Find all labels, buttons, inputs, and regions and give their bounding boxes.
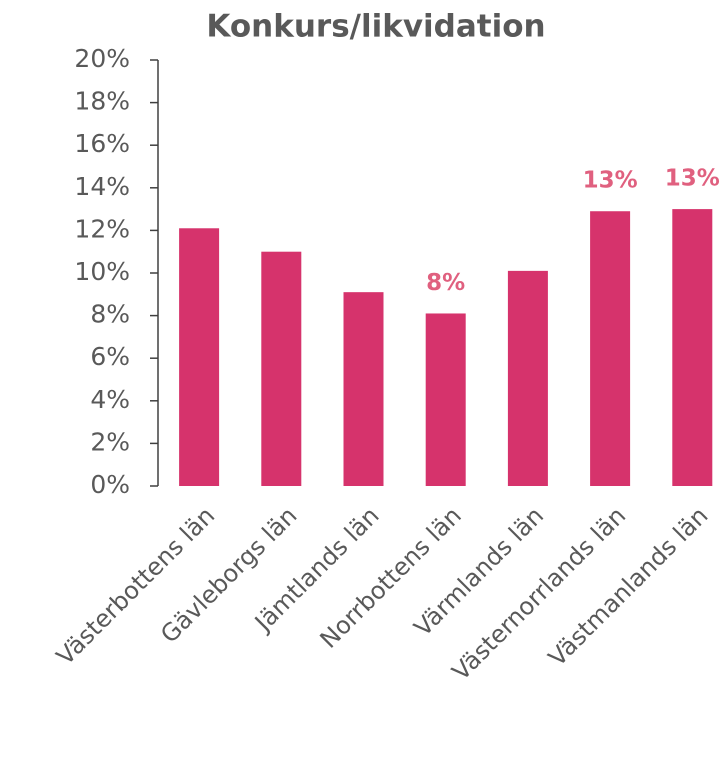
y-tick-label: 18% xyxy=(74,87,130,116)
bar xyxy=(672,209,713,486)
y-tick-label: 8% xyxy=(90,300,130,329)
value-label: 8% xyxy=(426,270,465,296)
bar xyxy=(343,292,384,486)
y-tick-label: 14% xyxy=(74,172,130,201)
y-tick-label: 6% xyxy=(90,342,130,371)
y-tick-label: 16% xyxy=(74,129,130,158)
y-tick-label: 2% xyxy=(90,427,130,456)
bar xyxy=(507,270,548,486)
y-tick-label: 0% xyxy=(90,470,130,499)
bar xyxy=(590,211,631,487)
x-tick-label: Norrbottens län xyxy=(315,501,467,653)
y-tick-label: 12% xyxy=(74,214,130,243)
bar xyxy=(179,228,220,486)
value-label: 13% xyxy=(583,168,638,194)
y-tick-label: 4% xyxy=(90,385,130,414)
chart-title: Konkurs/likvidation xyxy=(206,9,545,45)
bar xyxy=(425,313,466,486)
y-tick-label: 10% xyxy=(74,257,130,286)
bar xyxy=(261,251,302,486)
x-tick-label: Västmanlands län xyxy=(543,501,713,671)
x-tick-label: Västerbottens län xyxy=(51,501,220,670)
value-label: 13% xyxy=(665,166,720,192)
y-tick-label: 20% xyxy=(74,44,130,73)
